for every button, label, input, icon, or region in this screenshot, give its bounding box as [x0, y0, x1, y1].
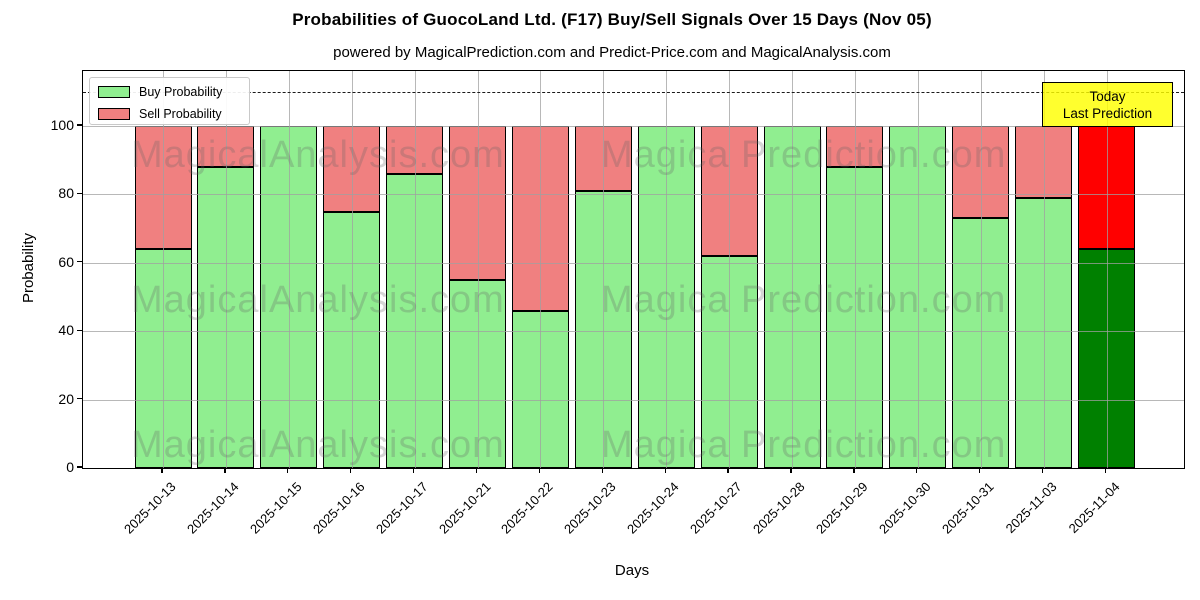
x-tick-mark — [1041, 468, 1044, 473]
legend-label: Sell Probability — [139, 107, 222, 121]
chart-subtitle: powered by MagicalPrediction.com and Pre… — [333, 44, 891, 61]
x-tick-mark — [916, 468, 918, 473]
y-tick-label: 0 — [66, 459, 74, 475]
gridline-vertical — [603, 71, 605, 468]
y-tick-mark — [77, 124, 82, 126]
watermark-text: Magica Prediction.com — [601, 424, 1007, 466]
gridline-vertical — [792, 71, 793, 468]
legend-row: Sell Probability — [98, 107, 222, 121]
x-tick-label: 2025-10-29 — [812, 479, 871, 537]
gridline-vertical — [351, 71, 353, 468]
y-axis-title: Probability — [20, 232, 37, 304]
gridline-vertical — [729, 71, 731, 468]
gridline-vertical — [288, 71, 290, 468]
gridline-vertical — [1106, 71, 1108, 468]
x-axis-title: Days — [614, 562, 650, 579]
today-annotation-line1: Today — [1089, 88, 1126, 104]
y-tick-label: 60 — [58, 253, 74, 270]
y-tick-mark — [77, 192, 82, 195]
x-tick-mark — [979, 468, 981, 473]
legend-swatch — [98, 86, 130, 98]
gridline-vertical — [666, 71, 668, 468]
x-tick-label: 2025-10-13 — [120, 479, 179, 537]
legend-label: Buy Probability — [139, 85, 223, 99]
gridline-vertical — [1043, 71, 1045, 468]
legend: Buy Probability Sell Probability — [89, 77, 250, 125]
y-tick-label: 80 — [58, 185, 74, 202]
x-tick-mark — [287, 468, 289, 473]
gridline-horizontal — [83, 262, 1184, 264]
x-tick-label: 2025-10-22 — [498, 479, 556, 537]
y-tick-mark — [77, 466, 82, 468]
plot-area: MagicalAnalysis.com Magica Prediction.com… — [82, 70, 1185, 469]
x-tick-mark — [1104, 468, 1107, 473]
x-tick-label: 2025-10-16 — [309, 479, 368, 537]
x-tick-mark — [601, 468, 603, 473]
x-tick-label: 2025-10-28 — [749, 479, 808, 537]
today-annotation-line2: Last Prediction — [1062, 105, 1153, 121]
gridline-horizontal — [83, 399, 1184, 401]
gridline-vertical — [225, 71, 227, 468]
x-tick-mark — [475, 468, 478, 473]
chart-title: Probabilities of GuocoLand Ltd. (F17) Bu… — [292, 10, 932, 29]
gridline-vertical — [917, 71, 919, 468]
x-tick-label: 2025-10-21 — [435, 479, 494, 537]
x-tick-label: 2025-10-14 — [183, 479, 242, 537]
x-tick-label: 2025-10-24 — [624, 479, 682, 537]
dashed-threshold-line — [83, 91, 1184, 93]
x-tick-label: 2025-11-03 — [1002, 479, 1060, 536]
x-tick-label: 2025-10-30 — [875, 479, 934, 537]
watermark-text: Magica Prediction.com — [601, 279, 1007, 321]
gridline-horizontal — [83, 331, 1184, 333]
y-tick-label: 100 — [50, 117, 74, 133]
x-tick-mark — [664, 468, 666, 473]
y-tick-label: 40 — [58, 322, 74, 339]
gridline-vertical — [477, 71, 479, 468]
x-tick-label: 2025-10-27 — [687, 479, 745, 537]
gridline-vertical — [980, 71, 982, 468]
x-tick-label: 2025-10-23 — [561, 479, 619, 537]
gridline-horizontal — [83, 194, 1184, 196]
gridline-vertical — [414, 71, 416, 468]
x-tick-label: 2025-11-04 — [1065, 479, 1123, 536]
y-tick-label: 20 — [58, 390, 74, 407]
watermark-text: MagicalAnalysis.com — [131, 424, 505, 466]
y-tick-mark — [77, 261, 82, 263]
watermark-text: MagicalAnalysis.com — [131, 134, 505, 176]
legend-swatch — [98, 108, 130, 120]
x-tick-mark — [412, 468, 415, 473]
y-tick-mark — [77, 397, 82, 400]
x-tick-label: 2025-10-17 — [372, 479, 431, 537]
x-tick-mark — [350, 468, 352, 473]
legend-row: Buy Probability — [98, 85, 222, 99]
x-tick-mark — [727, 468, 729, 473]
today-annotation: Today Last Prediction — [1042, 82, 1173, 127]
gridline-horizontal — [83, 126, 1184, 127]
y-tick-mark — [77, 329, 82, 331]
x-tick-mark — [224, 468, 226, 473]
gridline-vertical — [854, 71, 856, 468]
x-tick-label: 2025-10-31 — [938, 479, 997, 537]
x-tick-mark — [790, 468, 792, 473]
x-tick-mark — [853, 468, 855, 473]
watermark-text: Magica Prediction.com — [601, 134, 1007, 176]
gridline-vertical — [540, 71, 542, 468]
gridline-vertical — [163, 71, 164, 468]
x-tick-mark — [161, 468, 163, 473]
x-tick-mark — [538, 468, 541, 473]
watermark-text: MagicalAnalysis.com — [131, 279, 505, 321]
x-tick-label: 2025-10-15 — [246, 479, 305, 537]
